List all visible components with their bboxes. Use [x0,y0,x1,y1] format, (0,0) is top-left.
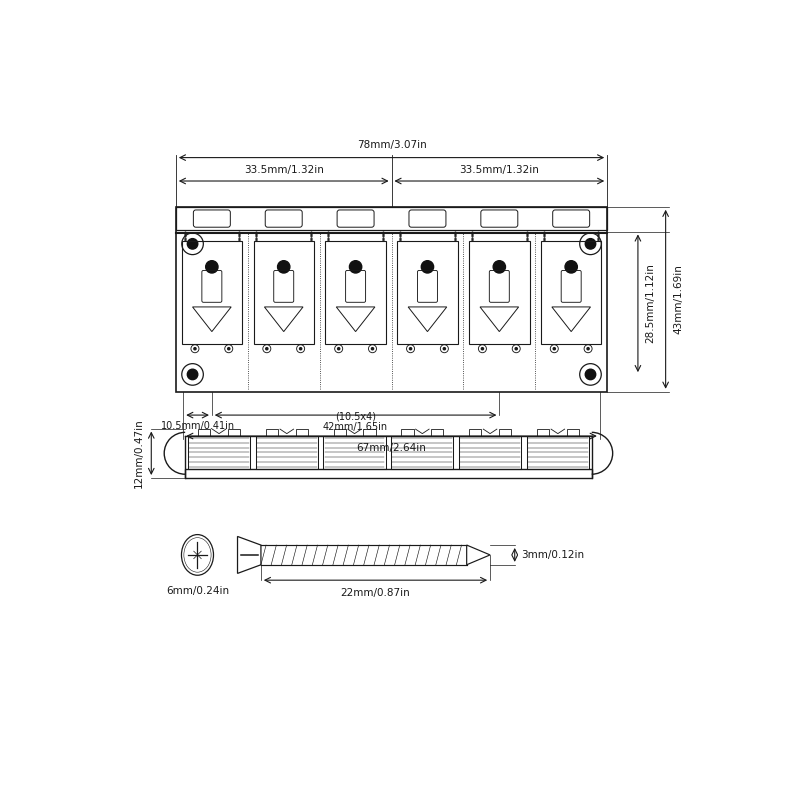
Text: 78mm/3.07in: 78mm/3.07in [357,140,426,150]
Bar [228,429,240,435]
Bar [198,429,210,435]
Circle shape [227,347,230,350]
Bar [398,241,458,344]
Bar [469,241,530,344]
Text: (10.5x4): (10.5x4) [335,411,376,422]
Text: 67mm/2.64in: 67mm/2.64in [357,443,426,454]
Circle shape [493,261,506,273]
Bar [182,241,242,344]
Bar [363,429,375,435]
Circle shape [442,347,446,350]
Circle shape [278,261,290,273]
Bar [566,429,579,435]
Bar [323,435,386,469]
Bar [334,429,346,435]
Bar [537,429,549,435]
Circle shape [586,238,596,249]
Circle shape [370,347,374,350]
Bar [499,429,511,435]
Bar [391,435,454,469]
Text: 3mm/0.12in: 3mm/0.12in [521,550,584,560]
Text: 28.5mm/1.12in: 28.5mm/1.12in [646,263,655,343]
Bar [402,429,414,435]
Text: 22mm/0.87in: 22mm/0.87in [341,587,410,598]
Circle shape [187,369,198,380]
Text: 42mm/1.65in: 42mm/1.65in [323,422,388,433]
Circle shape [586,347,590,350]
Circle shape [565,261,578,273]
Bar [176,207,607,230]
Bar [185,469,592,478]
Bar [459,435,522,469]
Bar [254,241,314,344]
Circle shape [265,347,269,350]
Bar [176,207,607,392]
Bar [541,241,602,344]
Text: 6mm/0.24in: 6mm/0.24in [166,586,229,596]
Circle shape [299,347,302,350]
Circle shape [193,347,197,350]
Bar [469,429,482,435]
Bar [526,435,589,469]
Circle shape [586,369,596,380]
Circle shape [514,347,518,350]
Bar [256,435,318,469]
Text: 33.5mm/1.32in: 33.5mm/1.32in [459,165,539,175]
Bar [188,435,250,469]
Text: 33.5mm/1.32in: 33.5mm/1.32in [244,165,324,175]
Text: 12mm/0.47in: 12mm/0.47in [134,418,144,488]
Circle shape [422,261,434,273]
Text: 10.5mm/0.41in: 10.5mm/0.41in [161,422,234,431]
Bar [266,429,278,435]
Bar [296,429,308,435]
Circle shape [553,347,556,350]
Circle shape [337,347,341,350]
Circle shape [481,347,484,350]
Bar [326,241,386,344]
Bar [431,429,443,435]
Circle shape [409,347,412,350]
Circle shape [187,238,198,249]
Text: 43mm/1.69in: 43mm/1.69in [673,264,683,334]
Circle shape [206,261,218,273]
Circle shape [350,261,362,273]
